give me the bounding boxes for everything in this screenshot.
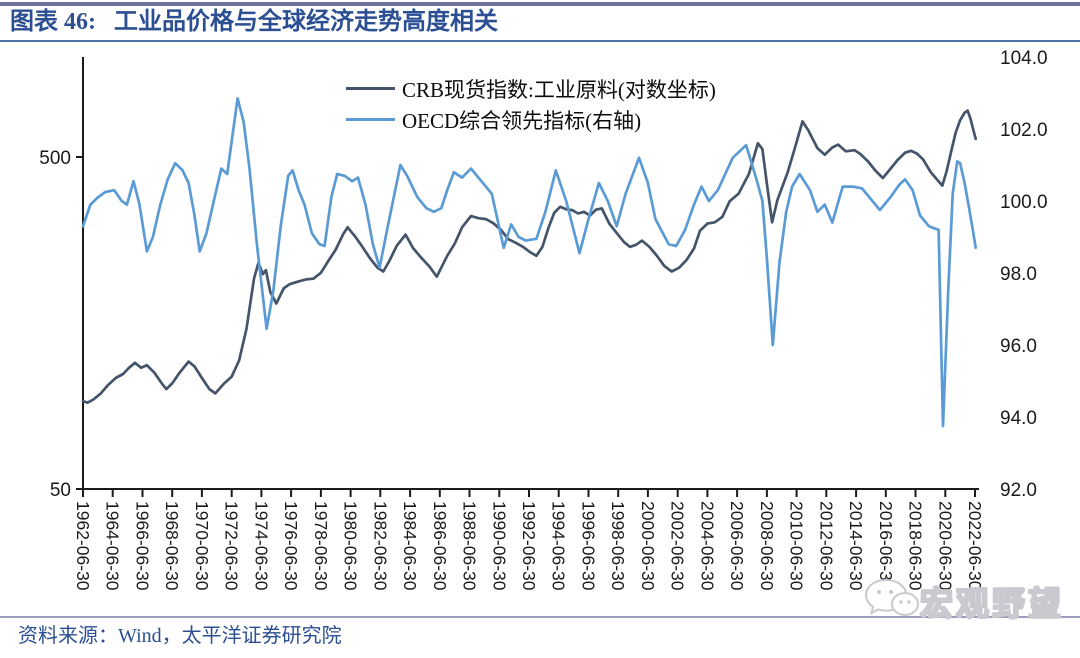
legend-item-crb: CRB现货指数:工业原料(对数坐标) (346, 73, 716, 104)
axes (76, 57, 979, 497)
oecd-series-line (81, 97, 978, 428)
legend-label-oecd: OECD综合领先指标(右轴) (402, 108, 642, 133)
svg-text:1968-06-30: 1968-06-30 (162, 501, 182, 591)
svg-text:100.0: 100.0 (1000, 192, 1048, 213)
svg-text:2002-06-30: 2002-06-30 (668, 501, 688, 591)
legend-item-oecd: OECD综合领先指标(右轴) (346, 104, 716, 135)
figure-title-text: 工业品价格与全球经济走势高度相关 (114, 9, 498, 35)
figure-title: 图表 46: 工业品价格与全球经济走势高度相关 (10, 6, 1070, 38)
svg-text:98.0: 98.0 (1000, 264, 1037, 285)
svg-text:1964-06-30: 1964-06-30 (103, 501, 123, 591)
svg-text:2016-06-30: 2016-06-30 (876, 501, 896, 591)
figure-number-label: 图表 46: (10, 9, 96, 35)
svg-text:1992-06-30: 1992-06-30 (519, 501, 539, 591)
svg-text:94.0: 94.0 (1000, 408, 1037, 429)
svg-text:104.0: 104.0 (1000, 48, 1048, 69)
svg-text:1976-06-30: 1976-06-30 (281, 501, 301, 591)
svg-text:1986-06-30: 1986-06-30 (430, 501, 450, 591)
svg-text:50: 50 (50, 480, 71, 501)
svg-text:2008-06-30: 2008-06-30 (757, 501, 777, 591)
oecd-line-swatch (346, 118, 395, 121)
svg-text:1980-06-30: 1980-06-30 (341, 501, 361, 591)
x-axis-tick-labels: 1962-06-30 1964-06-30 1966-06-30 1968-06-30… (73, 501, 985, 591)
svg-text:2012-06-30: 2012-06-30 (816, 501, 836, 591)
svg-text:1984-06-30: 1984-06-30 (400, 501, 420, 591)
svg-text:2014-06-30: 2014-06-30 (846, 501, 866, 591)
svg-text:1982-06-30: 1982-06-30 (370, 501, 390, 591)
svg-text:2006-06-30: 2006-06-30 (727, 501, 747, 591)
svg-text:1974-06-30: 1974-06-30 (251, 501, 271, 591)
svg-text:1970-06-30: 1970-06-30 (192, 501, 212, 591)
chart-plot-svg: 500 50 104.0 102.0 100.0 98.0 96.0 94.0 92.0 1962… (39, 48, 1048, 591)
svg-text:1990-06-30: 1990-06-30 (489, 501, 509, 591)
svg-text:2020-06-30: 2020-06-30 (935, 501, 955, 591)
source-note: 资料来源：Wind，太平洋证券研究院 (18, 625, 342, 647)
svg-text:92.0: 92.0 (1000, 480, 1037, 501)
svg-text:1996-06-30: 1996-06-30 (579, 501, 599, 591)
svg-text:1972-06-30: 1972-06-30 (222, 501, 242, 591)
svg-text:1988-06-30: 1988-06-30 (460, 501, 480, 591)
footer-separator-line (0, 616, 1080, 618)
watermark: 宏观野望 (862, 574, 1064, 627)
title-underline (0, 40, 1080, 42)
svg-text:2004-06-30: 2004-06-30 (697, 501, 717, 591)
svg-text:1998-06-30: 1998-06-30 (608, 501, 628, 591)
top-border-bar (0, 2, 1080, 6)
crb-series-line (81, 109, 978, 405)
chart-area: 500 50 104.0 102.0 100.0 98.0 96.0 94.0 92.0 1962… (39, 48, 1048, 591)
svg-text:2000-06-30: 2000-06-30 (638, 501, 658, 591)
svg-text:1978-06-30: 1978-06-30 (311, 501, 331, 591)
left-axis-tick-labels: 500 50 (39, 148, 71, 501)
svg-text:2010-06-30: 2010-06-30 (787, 501, 807, 591)
svg-text:96.0: 96.0 (1000, 336, 1037, 357)
svg-text:1962-06-30: 1962-06-30 (73, 501, 93, 591)
svg-text:500: 500 (39, 148, 71, 169)
svg-text:1994-06-30: 1994-06-30 (549, 501, 569, 591)
svg-text:2022-06-30: 2022-06-30 (965, 501, 985, 591)
chart-legend: CRB现货指数:工业原料(对数坐标) OECD综合领先指标(右轴) (346, 73, 716, 135)
watermark-text: 宏观野望 (919, 586, 1064, 624)
wechat-icon (862, 574, 920, 627)
svg-text:1966-06-30: 1966-06-30 (133, 501, 153, 591)
svg-text:2018-06-30: 2018-06-30 (906, 501, 926, 591)
svg-text:102.0: 102.0 (1000, 120, 1048, 141)
right-axis-tick-labels: 104.0 102.0 100.0 98.0 96.0 94.0 92.0 (1000, 48, 1048, 501)
crb-line-swatch (346, 87, 395, 90)
legend-label-crb: CRB现货指数:工业原料(对数坐标) (402, 77, 716, 102)
